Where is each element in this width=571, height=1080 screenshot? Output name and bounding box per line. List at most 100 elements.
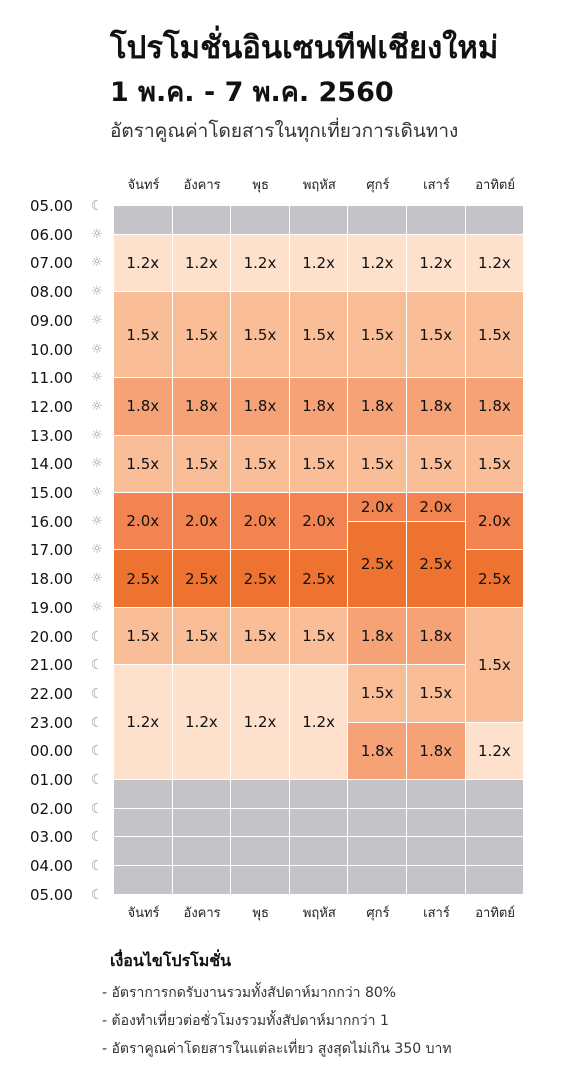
rate-cell: 1.2x <box>348 234 407 293</box>
inactive-cell <box>407 206 466 235</box>
inactive-cell <box>289 780 349 809</box>
sun-icon: ☼ <box>91 485 103 500</box>
rate-cell: 1.5x <box>289 292 349 379</box>
rate-cell: 1.8x <box>289 378 349 436</box>
rate-cell: 1.8x <box>172 378 232 436</box>
inactive-cell <box>289 837 349 867</box>
rate-cell: 1.5x <box>114 292 173 379</box>
rate-cell: 1.2x <box>231 665 290 780</box>
moon-icon: ☾ <box>90 800 104 817</box>
inactive-cell <box>231 206 290 235</box>
rate-cell: 1.2x <box>289 234 349 293</box>
rate-cell: 2.0x <box>407 493 466 522</box>
sun-icon: ☼ <box>91 456 103 472</box>
inactive-cell <box>172 206 232 235</box>
day-header: อังคาร <box>183 906 221 921</box>
rate-cell: 1.5x <box>231 435 290 493</box>
inactive-cell <box>407 837 466 867</box>
time-label: 13.00 <box>30 426 73 445</box>
time-label: 03.00 <box>30 828 73 847</box>
rate-cell: 1.5x <box>231 607 290 666</box>
time-label: 19.00 <box>30 598 73 617</box>
inactive-cell <box>289 866 349 895</box>
rate-cell: 2.0x <box>114 493 173 551</box>
day-header: เสาร์ <box>423 906 450 921</box>
sun-icon: ☼ <box>91 370 103 386</box>
time-label: 12.00 <box>30 397 73 416</box>
rate-cell: 1.2x <box>114 234 173 293</box>
inactive-cell <box>114 837 173 867</box>
rate-cell: 2.5x <box>348 521 407 608</box>
rate-cell: 1.5x <box>172 607 232 666</box>
time-label: 00.00 <box>30 742 73 761</box>
rate-cell: 2.5x <box>289 550 349 608</box>
inactive-cell <box>348 780 407 809</box>
time-label: 05.00 <box>30 885 73 904</box>
rate-cell: 1.5x <box>407 665 466 723</box>
rate-cell: 1.8x <box>114 378 173 436</box>
rate-cell: 1.5x <box>348 665 407 723</box>
inactive-cell <box>465 866 525 895</box>
time-label: 20.00 <box>30 627 73 646</box>
day-header: เสาร์ <box>423 178 450 193</box>
rate-cell: 1.5x <box>231 292 290 379</box>
rate-cell: 1.5x <box>348 292 407 379</box>
day-header: อาทิตย์ <box>475 178 515 193</box>
tagline: อัตราคูณค่าโดยสารในทุกเที่ยวการเดินทาง <box>110 120 459 142</box>
rate-cell: 1.8x <box>407 378 466 436</box>
day-header: พฤหัส <box>302 906 336 921</box>
page-title: โปรโมชั่นอินเซนทีฟเชียงใหม่ <box>110 30 499 66</box>
rate-cell: 1.5x <box>348 435 407 493</box>
rate-cell: 1.2x <box>172 234 232 293</box>
day-header: อังคาร <box>183 178 221 193</box>
moon-icon: ☾ <box>90 743 104 760</box>
inactive-cell <box>172 866 232 895</box>
sun-icon: ☼ <box>91 513 103 529</box>
time-label: 22.00 <box>30 684 73 703</box>
condition-item: - ต้องทำเที่ยวต่อชั่วโมงรวมทั้งสัปดาห์มา… <box>102 1013 389 1029</box>
sun-icon: ☼ <box>91 341 103 357</box>
inactive-cell <box>348 808 407 838</box>
rate-cell: 2.0x <box>465 493 525 551</box>
moon-icon: ☾ <box>90 628 104 645</box>
rate-cell: 1.5x <box>289 435 349 493</box>
time-label: 01.00 <box>30 771 73 789</box>
sun-icon: ☼ <box>91 571 103 587</box>
rate-cell: 1.2x <box>289 665 349 780</box>
inactive-cell <box>114 206 173 235</box>
rate-cell: 1.5x <box>465 607 525 723</box>
inactive-cell <box>465 837 525 867</box>
rate-cell: 1.5x <box>407 435 466 493</box>
time-label: 06.00 <box>30 225 73 244</box>
time-label: 16.00 <box>30 512 73 531</box>
rate-cell: 2.5x <box>407 521 466 608</box>
time-label: 04.00 <box>30 857 73 876</box>
inactive-cell <box>289 808 349 838</box>
time-label: 14.00 <box>30 455 73 474</box>
rate-cell: 1.8x <box>348 722 407 780</box>
rate-cell: 1.2x <box>231 234 290 293</box>
inactive-cell <box>465 780 525 809</box>
condition-item: - อัตราการกดรับงานรวมทั้งสัปดาห์มากกว่า … <box>102 985 397 1001</box>
rate-cell: 1.5x <box>114 435 173 493</box>
day-header: จันทร์ <box>127 906 160 921</box>
inactive-cell <box>348 837 407 867</box>
inactive-cell <box>114 780 173 809</box>
day-header: พุธ <box>252 178 269 193</box>
date-range: 1 พ.ค. - 7 พ.ค. 2560 <box>110 77 394 108</box>
sun-icon: ☼ <box>91 255 103 271</box>
inactive-cell <box>231 808 290 838</box>
time-label: 15.00 <box>30 484 73 502</box>
inactive-cell <box>172 780 232 809</box>
day-header: ศุกร์ <box>366 906 390 921</box>
moon-icon: ☾ <box>90 198 104 214</box>
moon-icon: ☾ <box>90 829 104 846</box>
sun-icon: ☼ <box>91 398 103 414</box>
inactive-cell <box>348 866 407 895</box>
rate-cell: 2.0x <box>289 493 349 551</box>
rate-cell: 1.8x <box>348 378 407 436</box>
time-label: 10.00 <box>30 340 73 359</box>
rate-cell: 2.5x <box>231 550 290 608</box>
inactive-cell <box>172 808 232 838</box>
moon-icon: ☾ <box>90 772 104 788</box>
